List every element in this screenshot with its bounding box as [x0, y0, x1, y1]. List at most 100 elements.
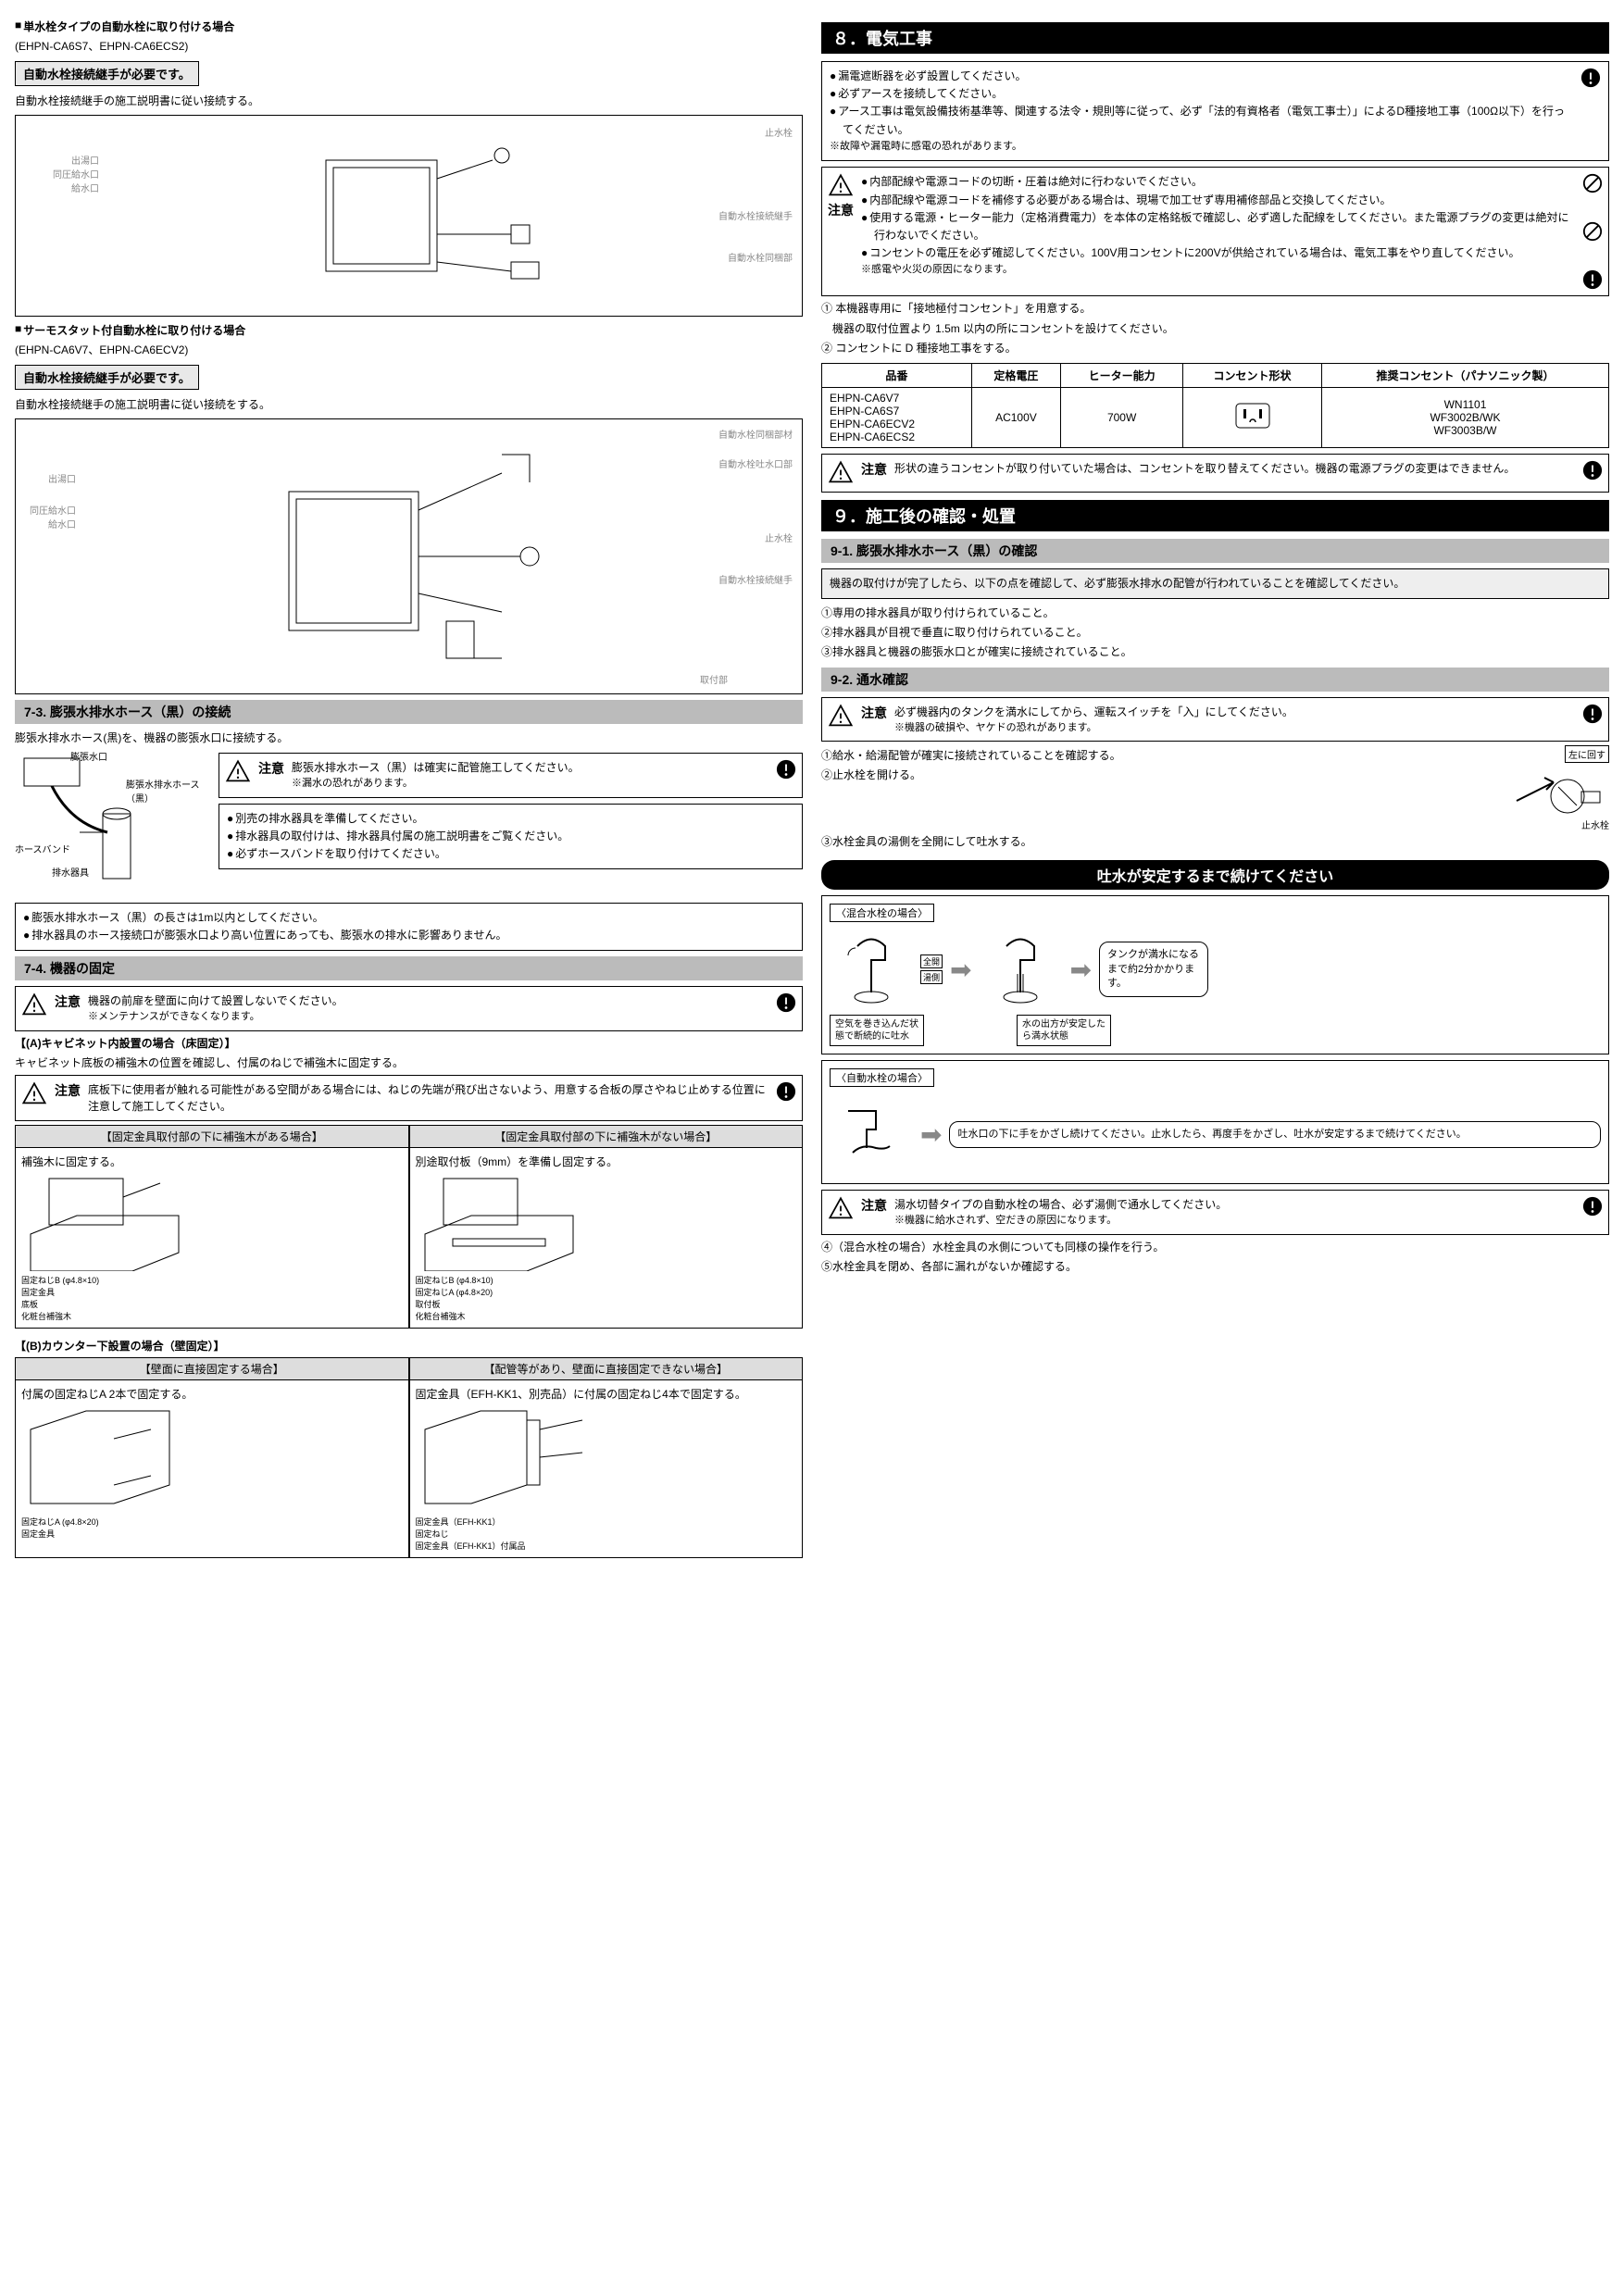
list-item: 機器の取付位置より 1.5m 以内の所にコンセントを設けてください。: [821, 320, 1609, 338]
warning-icon: [828, 1196, 854, 1222]
banner: 吐水が安定するまで続けてください: [821, 860, 1609, 890]
caution-sec92b: 注意 湯水切替タイプの自動水栓の場合、必ず湯側で通水してください。 ※機器に給水…: [821, 1190, 1609, 1235]
diagram-caseB-right: [416, 1402, 601, 1513]
caution-label: 注意: [861, 460, 887, 479]
exclaim-icon: [1582, 1196, 1603, 1217]
list-item: 別売の排水器具を準備してください。: [227, 810, 794, 828]
arrow-icon: ➡: [950, 955, 971, 985]
sec92-item3: ③水栓金具の湯側を全開にして吐水する。: [821, 833, 1609, 851]
faucet2-text: 自動水栓接続継手の施工説明書に従い接続をする。: [15, 396, 803, 413]
list-item: ②排水器具が目視で垂直に取り付けられていること。: [821, 624, 1609, 642]
diagram-faucet1: 出湯口 同圧給水口 給水口 止水栓 自動水栓接続継手 自動水栓同梱部: [15, 115, 803, 317]
diagram-caseB-left: [21, 1402, 179, 1513]
list-item: 膨張水排水ホース（黒）の長さは1m以内としてください。: [23, 909, 794, 927]
heading-faucet2: サーモスタット付自動水栓に取り付ける場合: [15, 322, 803, 338]
diagram-mix-after: [979, 928, 1062, 1011]
list-item: 内部配線や電源コードを補修する必要がある場合は、現場で加工せず専用補修部品と交換…: [861, 192, 1575, 209]
caseB-left-body: 付属の固定ねじA 2本で固定する。: [21, 1386, 403, 1402]
table-header: 品番: [822, 363, 972, 387]
sec73-text: 膨張水排水ホース(黒)を、機器の膨張水口に接続する。: [15, 730, 803, 746]
table-cell: WN1101: [1330, 398, 1601, 411]
diagram-faucet2: 自動水栓同梱部材 自動水栓吐水口部 止水栓 自動水栓接続継手 取付部 出湯口 同…: [15, 418, 803, 694]
auto-note: 吐水口の下に手をかざし続けてください。止水したら、再度手をかざし、吐水が安定する…: [949, 1121, 1601, 1148]
table-cell: WF3002B/WK: [1330, 411, 1601, 424]
lbl-joint2: 自動水栓接続継手: [718, 572, 793, 586]
diagram-caseA-right: [416, 1169, 582, 1271]
spec-voltage: AC100V: [971, 387, 1060, 447]
lbl-attach: 取付部: [700, 672, 728, 686]
arrow-icon: ➡: [920, 1119, 942, 1150]
sec8-top-sub: ※故障や漏電時に感電の恐れがあります。: [830, 139, 1573, 156]
mix-after-note: 水の出方が安定したら満水状態: [1017, 1015, 1111, 1046]
lbl-drain: 排水器具: [52, 865, 89, 879]
diagram-stopcock: 左に回す 止水栓: [1480, 745, 1609, 831]
lbl-stop2: 止水栓: [765, 530, 793, 544]
caseA-title: 【(A)キャビネット内設置の場合（床固定）】: [15, 1035, 803, 1052]
lbl-screwB2: 固定ねじB (φ4.8×10): [416, 1274, 797, 1286]
arrow-icon: ➡: [1069, 955, 1091, 985]
diagram-auto: [830, 1092, 913, 1176]
warning-icon: [21, 992, 47, 1018]
table-cell: EHPN-CA6V7: [830, 392, 964, 405]
mix-final-note: タンクが満水になるまで約2分かかります。: [1099, 942, 1208, 997]
lbl-b-bracket: 固定金具: [21, 1528, 403, 1540]
flow-mix: 〈混合水栓の場合〉 全開 湯側 ➡: [821, 895, 1609, 1054]
warning-icon: [225, 759, 251, 785]
faucet2-req: 自動水栓接続継手が必要です。: [15, 365, 199, 390]
sec73-bullets-box: 別売の排水器具を準備してください。排水器具の取付けは、排水器具付属の施工説明書を…: [219, 804, 803, 870]
table-cell: EHPN-CA6S7: [830, 405, 964, 418]
lbl-base: 底板: [21, 1298, 403, 1310]
faucet2-models: (EHPN-CA6V7、EHPN-CA6ECV2): [15, 342, 803, 358]
caseA-right-body: 別途取付板（9mm）を準備し固定する。: [416, 1154, 797, 1169]
prohibit-icon: [1582, 221, 1603, 242]
list-item: ① 本機器専用に「接地極付コンセント」を用意する。: [821, 300, 1609, 318]
exclaim-icon: [1582, 269, 1603, 290]
warning-icon: [828, 460, 854, 486]
caution92b-sub: ※機器に給水されず、空だきの原因になります。: [894, 1213, 1575, 1229]
caution-label: 注意: [55, 1081, 81, 1100]
caution-74: 注意 機器の前扉を壁面に向けて設置しないでください。 ※メンテナンスができなくな…: [15, 986, 803, 1031]
faucet1-req: 自動水栓接続継手が必要です。: [15, 61, 199, 86]
sec92-title: 9-2. 通水確認: [821, 668, 1609, 692]
warning-icon: [828, 704, 854, 730]
spec-table: 品番定格電圧ヒーター能力コンセント形状推奨コンセント（パナソニック製） EHPN…: [821, 363, 1609, 448]
diagram-drainage: 膨張水口 膨張水排水ホース（黒） ホースバンド 排水器具: [15, 749, 209, 897]
lbl-outlet2: 出湯口: [25, 471, 76, 485]
list-item: 使用する電源・ヒーター能力（定格消費電力）を本体の定格銘板で確認し、必ず適した配…: [861, 209, 1575, 244]
lbl-hose: 膨張水排水ホース（黒）: [126, 777, 209, 805]
sec9-title: ９．施工後の確認・処置: [821, 500, 1609, 531]
lbl-ccw: 左に回す: [1565, 745, 1609, 763]
lbl-kk1p: 固定金具（EFH-KK1）付属品: [416, 1540, 797, 1552]
lbl-stop: 止水栓: [765, 125, 793, 139]
caution-label: 注意: [258, 759, 284, 778]
caution73-text: 膨張水排水ホース（黒）は確実に配管施工してください。: [292, 759, 768, 776]
lbl-inlet-both2: 同圧給水口: [25, 503, 76, 517]
table-cell: WF3003B/W: [1330, 424, 1601, 437]
sec8-title: ８．電気工事: [821, 22, 1609, 54]
lbl-plate: 取付板: [416, 1298, 797, 1310]
lbl-beam: 化粧台補強木: [21, 1310, 403, 1322]
sec8-caution-sub: ※感電や火災の原因になります。: [861, 262, 1575, 278]
exclaim-icon: [776, 1081, 796, 1102]
faucet1-text: 自動水栓接続継手の施工説明書に従い接続する。: [15, 93, 803, 109]
lbl-parts: 自動水栓同梱部: [728, 250, 793, 264]
lbl-screwB: 固定ねじB (φ4.8×10): [21, 1274, 403, 1286]
list-item: 排水器具の取付けは、排水器具付属の施工説明書をご覧ください。: [227, 828, 794, 845]
list-item: ③排水器具と機器の膨張水口とが確実に接続されていること。: [821, 643, 1609, 661]
lbl-hwout: 自動水栓吐水口部: [718, 456, 793, 470]
warning-icon: [21, 1081, 47, 1107]
exclaim-icon: [1580, 68, 1601, 88]
caseA-right-head: 【固定金具取付部の下に補強木がない場合】: [410, 1126, 803, 1148]
list-item: ④（混合水栓の場合）水栓金具の水側についても同様の操作を行う。: [821, 1239, 1609, 1256]
list-item: ①給水・給湯配管が確実に接続されていることを確認する。: [821, 747, 1470, 765]
caseB-title: 【(B)カウンター下設置の場合（壁固定）】: [15, 1338, 803, 1354]
lbl-kk1: 固定金具（EFH-KK1）: [416, 1516, 797, 1528]
list-item: 必ずアースを接続してください。: [830, 85, 1573, 103]
auto-title: 〈自動水栓の場合〉: [830, 1068, 934, 1087]
exclaim-icon: [776, 759, 796, 780]
table-header: 推奨コンセント（パナソニック製）: [1321, 363, 1608, 387]
lbl-inlet-both: 同圧給水口: [25, 167, 99, 181]
lbl-bracket: 固定金具: [21, 1286, 403, 1298]
flow-auto: 〈自動水栓の場合〉 ➡ 吐水口の下に手をかざし続けてください。止水したら、再度手…: [821, 1060, 1609, 1184]
exclaim-icon: [1582, 460, 1603, 480]
